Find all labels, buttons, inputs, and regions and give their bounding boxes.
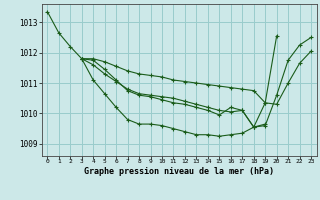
X-axis label: Graphe pression niveau de la mer (hPa): Graphe pression niveau de la mer (hPa) bbox=[84, 167, 274, 176]
